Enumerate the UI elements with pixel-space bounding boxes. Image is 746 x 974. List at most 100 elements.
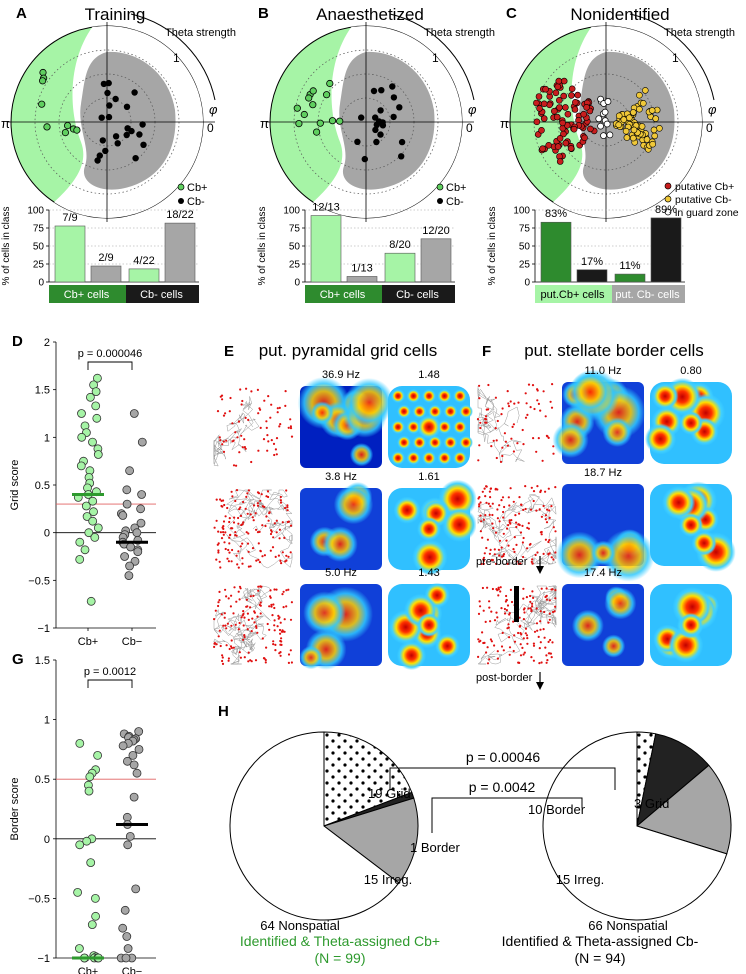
spike-dot [219, 531, 222, 534]
autocorr-peak [459, 404, 473, 419]
spike-dot [266, 490, 270, 493]
cb-plus-point [300, 110, 308, 119]
spike-dot [506, 604, 510, 607]
spike-dot [493, 619, 497, 622]
spike-dot [215, 498, 218, 501]
scatter-point [86, 392, 95, 402]
scatter-point [137, 437, 147, 447]
bar [614, 273, 646, 283]
panel-letter-h: H [218, 703, 229, 720]
spike-dot [271, 614, 274, 617]
spike-dot [250, 460, 253, 464]
spike-dot [551, 383, 554, 386]
spike-dot [547, 487, 550, 490]
spike-dot [225, 627, 228, 630]
spike-dot [287, 555, 290, 558]
scatter-point [118, 511, 128, 520]
scatter-point [124, 571, 134, 580]
rate-map-field [299, 645, 323, 670]
bar-data-label: 89% [655, 204, 677, 216]
scatter-point [76, 461, 86, 471]
spike-dot [286, 520, 289, 524]
autocorr-peak [651, 382, 679, 410]
inserted-wall [514, 586, 519, 622]
scatter-point [134, 727, 144, 736]
spike-dot [265, 646, 268, 649]
cb-minus-point [377, 131, 384, 138]
spike-dot [554, 551, 557, 554]
theta-strength-label: Theta strength [424, 27, 495, 39]
spike-dot [507, 405, 511, 408]
spike-dot [279, 654, 282, 657]
spike-dot [539, 620, 542, 623]
putative-cb-plus-point [539, 145, 546, 152]
putative-cb-minus-point [641, 87, 649, 94]
spike-dot [544, 646, 547, 649]
spike-dot [530, 656, 533, 659]
scatter-point [118, 741, 128, 751]
spike-dot [247, 565, 250, 568]
spike-dot [264, 658, 267, 662]
spike-dot [508, 504, 511, 507]
putative-cb-plus-point [535, 93, 543, 100]
spike-dot [220, 537, 224, 540]
bar-y-tick-label: 0 [38, 278, 44, 289]
spike-dot [517, 401, 520, 404]
spike-dot [540, 661, 543, 664]
panel-letter-b: B [258, 5, 269, 22]
spike-dot [513, 550, 516, 554]
spike-dot [494, 488, 497, 491]
bar [310, 215, 342, 283]
spike-dot [247, 532, 250, 535]
spike-dot [252, 504, 256, 507]
spike-dot [279, 495, 282, 499]
spike-dot [542, 504, 545, 508]
spike-dot [543, 636, 546, 639]
cb-plus-point [64, 122, 72, 130]
spike-dot [221, 654, 224, 657]
spike-dot [508, 612, 511, 615]
spike-dot [532, 437, 535, 440]
spike-dot [525, 596, 529, 599]
spike-dot [278, 537, 281, 540]
spike-dot [486, 538, 489, 541]
spike-dot [265, 515, 268, 518]
spike-dot [506, 527, 509, 530]
spike-dot [266, 449, 269, 452]
phi-label: φ [209, 102, 218, 117]
spike-dot [267, 495, 270, 499]
spike-dot [548, 652, 551, 655]
spike-dot [269, 416, 272, 419]
spike-dot [545, 521, 549, 524]
bar-data-label: 83% [545, 208, 567, 220]
spike-dot [537, 635, 540, 639]
spike-dot [247, 660, 250, 663]
spike-dot [218, 436, 221, 439]
spike-dot [279, 499, 282, 502]
spike-dot [530, 560, 533, 564]
autocorr-peak [437, 451, 452, 465]
pre-border-arrow [536, 556, 544, 574]
autocorr-peak [442, 507, 477, 543]
spike-dot [491, 513, 494, 517]
spike-dot [246, 605, 249, 608]
spike-dot [484, 417, 487, 420]
spike-dot [244, 416, 247, 419]
spike-dot [532, 499, 535, 503]
spike-dot [498, 554, 501, 557]
spike-dot [485, 546, 488, 550]
rate-map-field [569, 371, 611, 413]
cb-minus-point [398, 138, 406, 146]
cb-minus-point [132, 155, 139, 162]
spike-dot [230, 560, 233, 563]
spike-dot [242, 624, 245, 627]
spike-dot [268, 628, 271, 631]
spike-dot [261, 637, 264, 640]
spike-dot [237, 566, 240, 569]
spike-dot [243, 446, 246, 449]
rate-map-field [310, 401, 334, 425]
spike-dot [228, 647, 231, 651]
putative-cb-plus-point [562, 139, 570, 147]
group-box-cb-plus [535, 285, 612, 303]
putative-cb-plus-point [571, 99, 579, 106]
